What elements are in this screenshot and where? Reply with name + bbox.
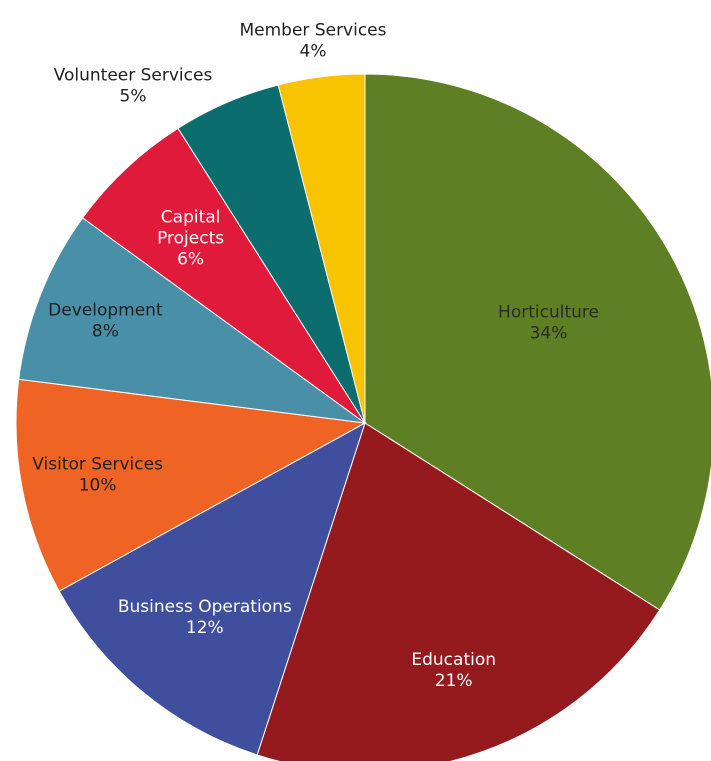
pie-slice-horticulture (364, 73, 711, 611)
pie-value-label: 10% (79, 476, 117, 496)
pie-label-member-services: Member Services 4% (239, 21, 386, 62)
pie-category-label: Business Operations (118, 597, 292, 617)
pie-value-label: 5% (120, 87, 147, 107)
pie-labels: Horticulture 34% Education 21% Business Oper… (32, 21, 599, 691)
pie-label-development: Development 8% (48, 301, 163, 342)
pie-label-business-operations: Business Operations 12% (118, 597, 292, 638)
pie-value-label: 6% (177, 249, 204, 269)
pie-category-label: Visitor Services (32, 455, 163, 475)
pie-category-label: Development (48, 301, 163, 321)
pie-category-label: Member Services (239, 21, 386, 41)
pie-label-volunteer-services: Volunteer Services 5% (54, 66, 213, 107)
pie-slice-capital-projects (81, 127, 366, 424)
pie-label-capital-projects: Capital Projects 6% (157, 207, 224, 269)
pie-value-label: 8% (92, 322, 119, 342)
pie-label-horticulture: Horticulture 34% (498, 303, 599, 344)
pie-label-visitor-services: Visitor Services 10% (32, 455, 163, 496)
pie-value-label: 4% (300, 42, 327, 62)
pie-slice-visitor-services (15, 378, 367, 592)
pie-label-education: Education 21% (411, 650, 496, 691)
pie-slices (15, 73, 711, 761)
pie-category-label: Horticulture (498, 303, 599, 323)
pie-slice-business-operations (58, 421, 366, 756)
pie-slice-development (18, 217, 366, 424)
pie-slice-member-services (277, 73, 366, 424)
pie-value-label: 12% (186, 618, 224, 638)
pie-category-label: Projects (157, 228, 224, 248)
pie-category-label: Capital (161, 207, 221, 227)
pie-value-label: 34% (530, 324, 568, 344)
pie-value-label: 21% (435, 671, 473, 691)
pie-slice-education (256, 422, 661, 761)
pie-category-label: Education (411, 650, 496, 670)
pie-category-label: Volunteer Services (54, 66, 213, 86)
